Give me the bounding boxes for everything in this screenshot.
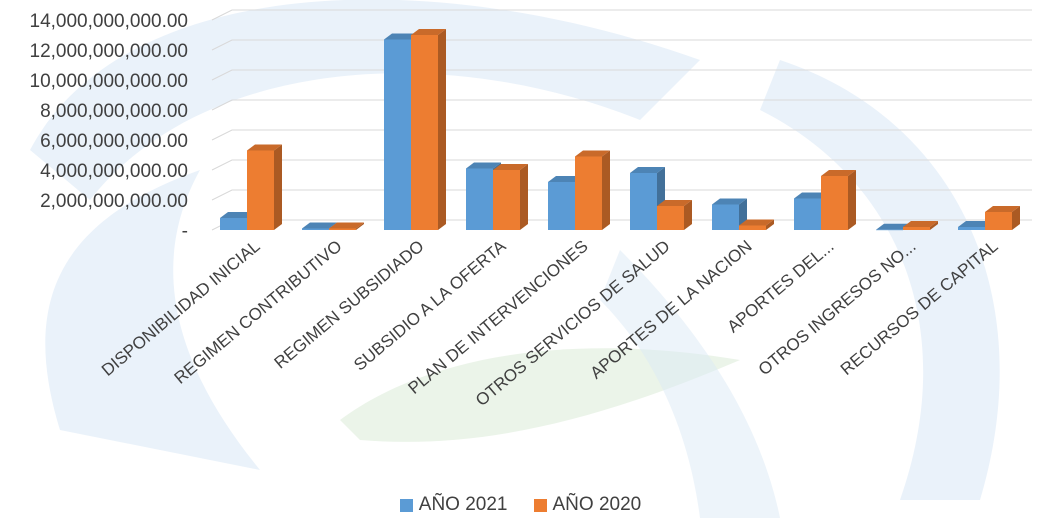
bars	[220, 29, 1020, 231]
watermark-arc-right	[760, 60, 1000, 500]
legend: AÑO 2021 AÑO 2020	[0, 494, 1041, 516]
bar-2020-3	[493, 164, 528, 230]
watermark-arc-mid	[600, 250, 780, 518]
bar-2020-4	[575, 150, 610, 230]
y-axis-ticks: - 2,000,000,000.00 4,000,000,000.00 6,000,0…	[30, 11, 189, 242]
y-tick-label-2: 4,000,000,000.00	[40, 161, 188, 182]
gridline-2	[211, 159, 1032, 171]
legend-swatch-2021	[399, 498, 413, 512]
x-tick-label-2: REGIMEN SUBSIDIADO	[271, 237, 428, 373]
legend-item-2021: AÑO 2021	[399, 494, 508, 516]
gridline-4	[211, 99, 1032, 111]
x-tick-label-3: SUBSIDIO A LA OFERTA	[350, 236, 510, 374]
bar-2020-9	[985, 206, 1020, 230]
bar-2020-5	[657, 200, 692, 230]
y-tick-label-4: 8,000,000,000.00	[40, 101, 188, 122]
y-tick-label-7: 14,000,000,000.00	[30, 11, 189, 32]
gridline-7	[211, 9, 1032, 21]
gridline-1	[211, 189, 1032, 201]
legend-label-2020: AÑO 2020	[552, 494, 642, 515]
y-tick-label-6: 12,000,000,000.00	[30, 41, 189, 62]
watermark-arc-left	[45, 170, 260, 470]
bar-2020-0	[247, 144, 282, 230]
y-tick-label-1: 2,000,000,000.00	[40, 191, 188, 212]
gridline-5	[211, 69, 1032, 81]
x-tick-label-1: REGIMEN CONTRIBUTIVO	[171, 237, 346, 388]
bar-2020-6	[739, 219, 774, 230]
bar-2020-7	[821, 170, 856, 230]
bar-2021-6	[712, 198, 747, 230]
y-tick-label-5: 10,000,000,000.00	[30, 71, 189, 92]
legend-label-2021: AÑO 2021	[418, 494, 508, 515]
legend-item-2020: AÑO 2020	[533, 494, 642, 516]
watermark-arc-top	[30, 0, 700, 200]
x-tick-label-8: OTROS INGRESOS NO...	[755, 237, 920, 380]
gridline-6	[211, 39, 1032, 51]
bar-2020-2	[411, 29, 446, 230]
watermark-arc-green	[340, 348, 740, 442]
y-tick-label-0: -	[182, 221, 188, 242]
legend-swatch-2020	[533, 498, 547, 512]
background-watermark	[30, 0, 1000, 518]
bar-2020-1	[329, 222, 364, 230]
bar-2020-8	[903, 221, 938, 230]
y-tick-label-3: 6,000,000,000.00	[40, 131, 188, 152]
gridline-3	[211, 129, 1032, 141]
